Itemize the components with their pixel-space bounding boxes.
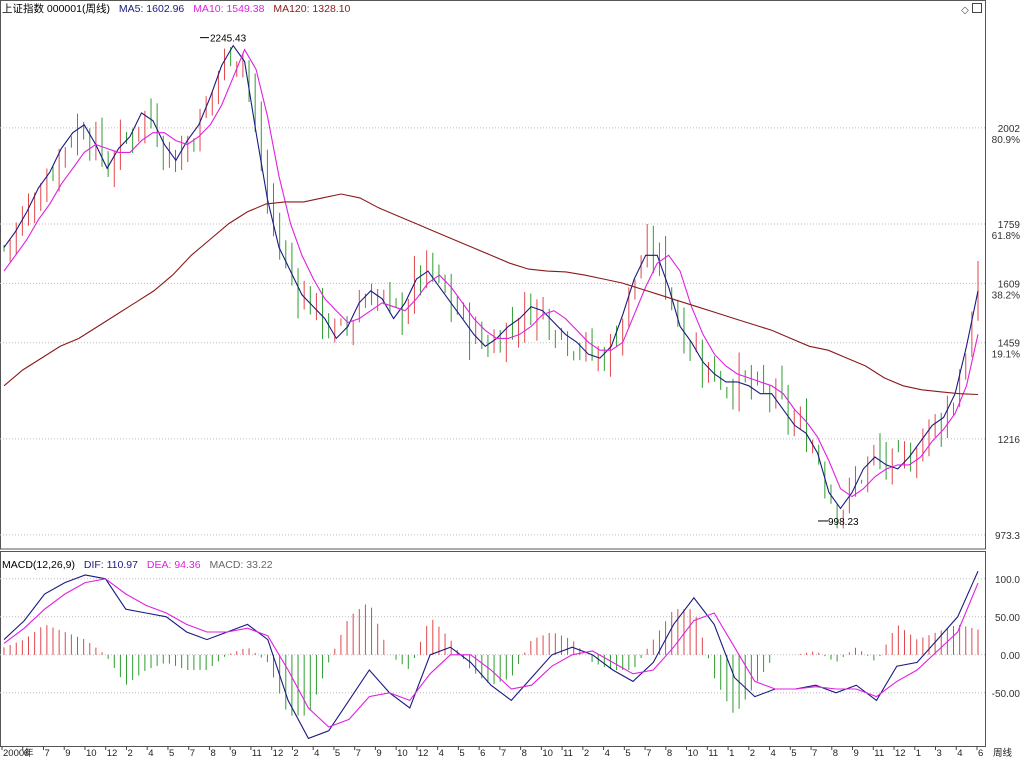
time-tick-label: 6: [978, 748, 983, 758]
time-tick-label: 8: [210, 748, 215, 758]
time-tick-label: 10: [397, 748, 408, 758]
time-tick-label: 1: [916, 748, 921, 758]
time-tick-label: 1: [729, 748, 734, 758]
candlesticks: [3, 47, 979, 529]
time-tick-label: 11: [708, 748, 718, 758]
time-tick-label: 4: [771, 748, 776, 758]
percent-tick-label: 19.1%: [992, 350, 1020, 361]
dif-line: [3, 570, 979, 740]
time-tick-label: 7: [812, 748, 817, 758]
chart-frame: [0, 0, 986, 747]
time-tick-label: 2: [750, 748, 755, 758]
time-tick-label: 8: [833, 748, 838, 758]
price-tick-label: 1216: [998, 435, 1021, 446]
price-tick-label: 1609: [998, 279, 1021, 290]
main-panel-border: [0, 0, 986, 550]
chart-header: 上证指数 000001(周线) MA5: 1602.96 MA10: 1549.…: [2, 3, 350, 16]
price-tick-label: 973.3: [995, 531, 1020, 542]
dea-label: DEA: 94.36: [146, 559, 201, 571]
window-icon[interactable]: [972, 3, 982, 13]
annotations: 2245.43 998.23: [200, 34, 859, 528]
ma120-line: [3, 193, 979, 396]
time-tick-label: 2: [293, 748, 298, 758]
ma5-label: MA5: 1602.96: [118, 3, 185, 15]
price-tick-label: 1459: [998, 339, 1021, 350]
chart-title: 上证指数 000001(周线): [2, 3, 110, 15]
time-tick-label: 5: [625, 748, 630, 758]
grid-lines: [0, 127, 985, 536]
time-tick-label: 9: [854, 748, 859, 758]
time-tick-label: 4: [314, 748, 319, 758]
percent-tick-label: 38.2%: [992, 290, 1020, 301]
time-tick-label: 11: [252, 748, 262, 758]
time-tick-label: 3: [937, 748, 942, 758]
time-tick-label: 4: [605, 748, 610, 758]
time-tick-label: 10: [688, 748, 699, 758]
time-tick-label: 10: [542, 748, 553, 758]
macd-value-label: MACD: 33.22: [209, 559, 273, 571]
high-annotation: 2245.43: [210, 34, 247, 45]
dea-line: [3, 578, 979, 728]
time-tick-label: 6: [24, 748, 29, 758]
time-tick-label: 5: [335, 748, 340, 758]
time-tick-label: 9: [231, 748, 236, 758]
time-tick-label: 8: [667, 748, 672, 758]
time-tick-label: 12: [418, 748, 429, 758]
time-tick-label: 5: [791, 748, 796, 758]
time-tick-label: 2000年: [3, 747, 34, 758]
low-annotation: 998.23: [828, 517, 859, 528]
ma10-label: MA10: 1549.38: [193, 3, 265, 15]
time-tick-label: 4: [439, 748, 444, 758]
chart-toolbar: ◇: [960, 3, 984, 16]
ma5-line: [3, 44, 979, 510]
time-tick-label: 8: [522, 748, 527, 758]
time-tick-label: 4: [957, 748, 962, 758]
time-tick-label: 10: [86, 748, 97, 758]
price-tick-label: 1759: [998, 220, 1021, 231]
percent-tick-label: 80.9%: [992, 135, 1020, 146]
dif-label: DIF: 110.97: [83, 559, 138, 571]
macd-title: MACD(12,26,9): [2, 559, 75, 571]
moving-average-lines: [3, 44, 979, 510]
diamond-icon[interactable]: ◇: [961, 5, 969, 16]
time-tick-label: 5: [169, 748, 174, 758]
macd-tick-label: 0.00: [1001, 651, 1021, 662]
ma10-line: [3, 48, 979, 498]
macd-panel-border: [0, 551, 986, 747]
time-tick-label: 周线: [993, 747, 1013, 758]
time-tick-label: 11: [563, 748, 573, 758]
macd-tick-label: 50.00: [995, 613, 1020, 624]
time-tick-label: 5: [459, 748, 464, 758]
time-tick-label: 2: [127, 748, 132, 758]
percent-tick-label: 61.8%: [992, 231, 1020, 242]
time-tick-label: 7: [646, 748, 651, 758]
time-tick-label: 11: [874, 748, 884, 758]
ma120-label: MA120: 1328.10: [273, 3, 351, 15]
time-tick-label: 12: [107, 748, 118, 758]
macd-panel: 100.0 50.00 0.00 -50.00: [0, 570, 1021, 740]
time-tick-label: 12: [895, 748, 906, 758]
macd-tick-label: -50.00: [992, 689, 1021, 700]
macd-tick-label: 100.0: [995, 575, 1020, 586]
price-tick-label: 2002: [998, 124, 1021, 135]
time-tick-label: 6: [480, 748, 485, 758]
time-tick-label: 12: [273, 748, 284, 758]
time-tick-label: 2: [584, 748, 589, 758]
macd-header: MACD(12,26,9) DIF: 110.97 DEA: 94.36 MAC…: [2, 559, 273, 572]
time-tick-label: 9: [65, 748, 70, 758]
time-tick-label: 7: [190, 748, 195, 758]
time-tick-label: 7: [356, 748, 361, 758]
time-tick-label: 7: [44, 748, 49, 758]
time-tick-label: 4: [148, 748, 153, 758]
time-tick-label: 9: [376, 748, 381, 758]
time-tick-label: 7: [501, 748, 506, 758]
